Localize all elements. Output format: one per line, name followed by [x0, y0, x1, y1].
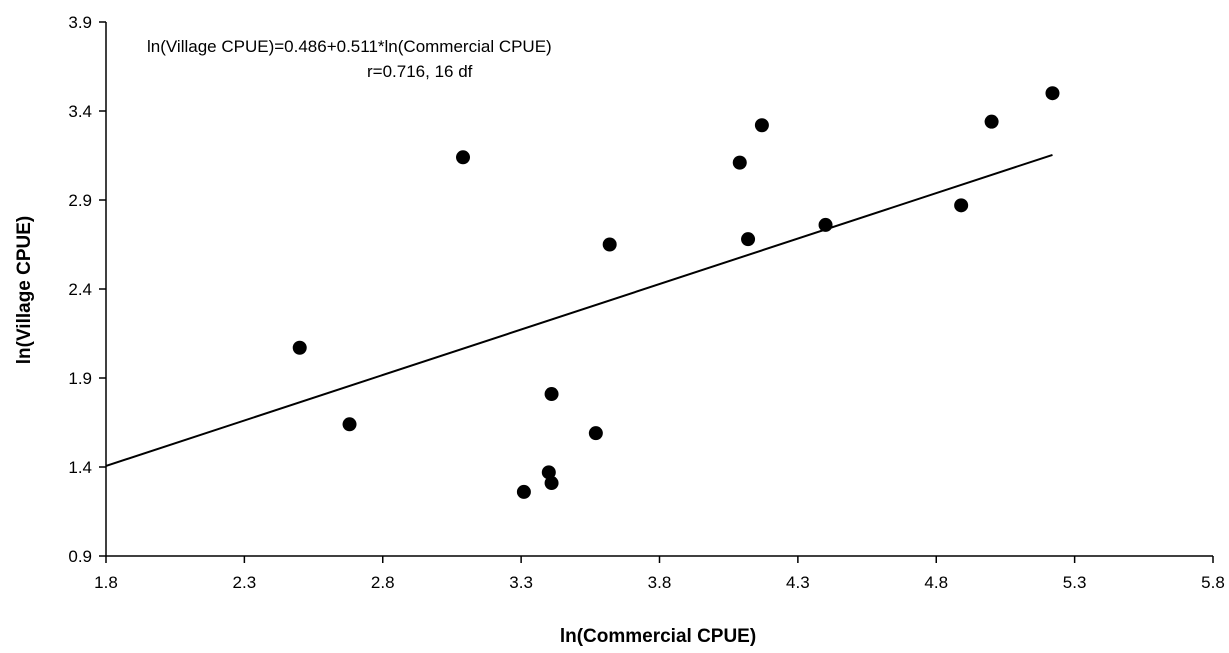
- data-point: [984, 114, 999, 129]
- x-tick-label: 2.8: [371, 573, 395, 592]
- regression-line: [105, 153, 1053, 467]
- data-point: [602, 237, 617, 252]
- data-point: [732, 155, 747, 170]
- data-point: [541, 465, 556, 480]
- y-tick-label: 0.9: [68, 547, 92, 566]
- data-point: [516, 484, 531, 499]
- y-axis-title: ln(Village CPUE): [14, 216, 35, 365]
- x-tick-label: 5.3: [1063, 573, 1087, 592]
- data-point: [588, 426, 603, 441]
- x-tick-label: 3.3: [509, 573, 533, 592]
- data-point: [818, 217, 833, 232]
- x-tick-label: 5.8: [1201, 573, 1225, 592]
- data-point: [954, 198, 969, 213]
- data-point: [292, 340, 307, 355]
- data-point: [1045, 86, 1060, 101]
- x-tick-label: 2.3: [233, 573, 257, 592]
- data-point: [456, 150, 471, 165]
- x-axis-title: ln(Commercial CPUE): [560, 626, 756, 647]
- x-tick-label: 4.8: [924, 573, 948, 592]
- y-tick-label: 2.4: [68, 280, 92, 299]
- regression-equation: ln(Village CPUE)=0.486+0.511*ln(Commerci…: [147, 37, 552, 56]
- data-point: [342, 417, 357, 432]
- x-tick-label: 4.3: [786, 573, 810, 592]
- data-points: [292, 86, 1060, 499]
- x-tick-label: 3.8: [648, 573, 672, 592]
- y-tick-label: 1.4: [68, 458, 92, 477]
- data-point: [544, 476, 559, 491]
- correlation-stat: r=0.716, 16 df: [367, 62, 473, 81]
- axes: [99, 21, 1214, 563]
- tick-labels: 1.8 2.3 2.8 3.3 3.8 4.3 4.8 5.3 5.8 0.9 1.4 1.9 2.4 2…: [68, 13, 1224, 592]
- y-tick-label: 3.4: [68, 102, 92, 121]
- data-point: [741, 232, 756, 247]
- data-point: [754, 118, 769, 133]
- y-tick-label: 2.9: [68, 191, 92, 210]
- y-tick-label: 1.9: [68, 369, 92, 388]
- y-tick-label: 3.9: [68, 13, 92, 32]
- data-point: [544, 387, 559, 402]
- x-tick-label: 1.8: [94, 573, 118, 592]
